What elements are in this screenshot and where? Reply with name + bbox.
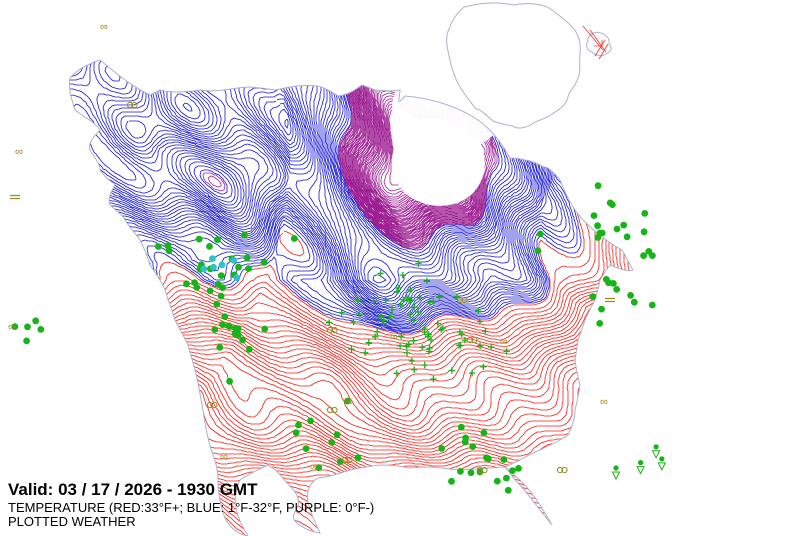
svg-text:∞: ∞ <box>310 461 318 473</box>
svg-text:∞: ∞ <box>600 396 608 408</box>
svg-text:∞: ∞ <box>500 336 508 348</box>
svg-text:∞: ∞ <box>100 21 108 33</box>
svg-text:∞: ∞ <box>15 146 23 158</box>
svg-text:∞: ∞ <box>390 331 398 343</box>
svg-text:∞: ∞ <box>8 321 16 333</box>
svg-text:∞: ∞ <box>345 396 353 408</box>
svg-text:∞: ∞ <box>220 451 228 463</box>
